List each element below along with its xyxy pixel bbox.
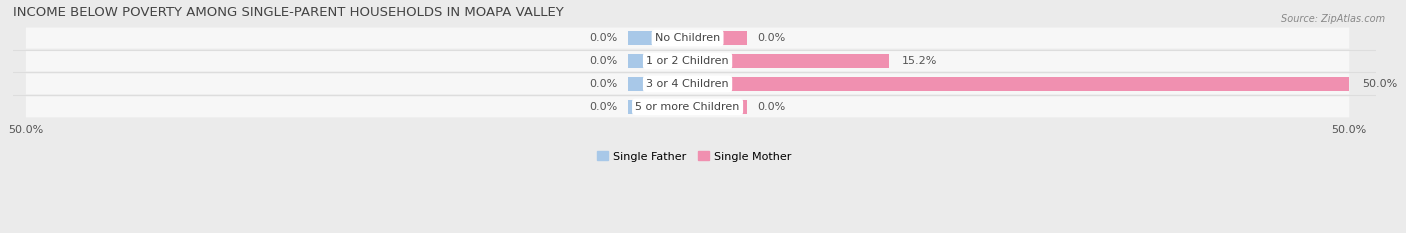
Legend: Single Father, Single Mother: Single Father, Single Mother [592,147,796,166]
Text: 3 or 4 Children: 3 or 4 Children [647,79,728,89]
FancyBboxPatch shape [25,51,1350,72]
Text: 0.0%: 0.0% [758,33,786,43]
Bar [688,31,747,45]
Bar [628,77,688,91]
Text: 0.0%: 0.0% [589,79,617,89]
Text: Source: ZipAtlas.com: Source: ZipAtlas.com [1281,14,1385,24]
FancyBboxPatch shape [25,96,1350,117]
Text: 1 or 2 Children: 1 or 2 Children [647,56,728,66]
Text: 15.2%: 15.2% [903,56,938,66]
Text: 50.0%: 50.0% [1362,79,1398,89]
FancyBboxPatch shape [25,73,1350,94]
Bar [628,31,688,45]
Bar [688,77,1350,91]
FancyBboxPatch shape [25,27,1350,49]
Text: 0.0%: 0.0% [589,102,617,112]
Text: 0.0%: 0.0% [589,56,617,66]
Text: 5 or more Children: 5 or more Children [636,102,740,112]
Text: 0.0%: 0.0% [758,102,786,112]
Text: No Children: No Children [655,33,720,43]
Bar [628,100,688,114]
Bar [688,100,747,114]
Text: 0.0%: 0.0% [589,33,617,43]
Text: INCOME BELOW POVERTY AMONG SINGLE-PARENT HOUSEHOLDS IN MOAPA VALLEY: INCOME BELOW POVERTY AMONG SINGLE-PARENT… [13,6,564,19]
Bar [628,54,688,68]
Bar [688,54,889,68]
